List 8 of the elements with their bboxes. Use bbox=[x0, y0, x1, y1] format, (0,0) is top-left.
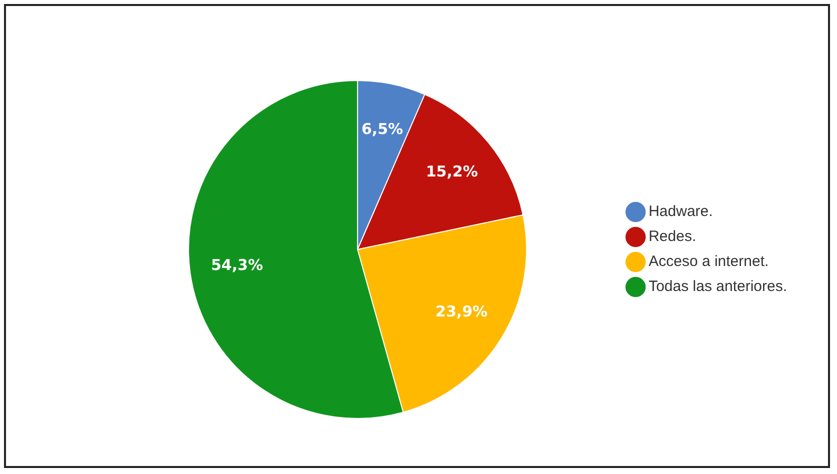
legend-label: Redes. bbox=[648, 228, 696, 246]
data-label: 54,3% bbox=[210, 256, 264, 274]
data-label: 15,2% bbox=[426, 162, 478, 181]
data-label: 6,5% bbox=[361, 120, 404, 138]
data-label: 23,9% bbox=[436, 302, 488, 321]
legend-label: Todas las anteriores. bbox=[648, 278, 787, 296]
legend-label: Hadware. bbox=[648, 203, 713, 220]
legend-label: Acceso a internet. bbox=[648, 253, 769, 270]
